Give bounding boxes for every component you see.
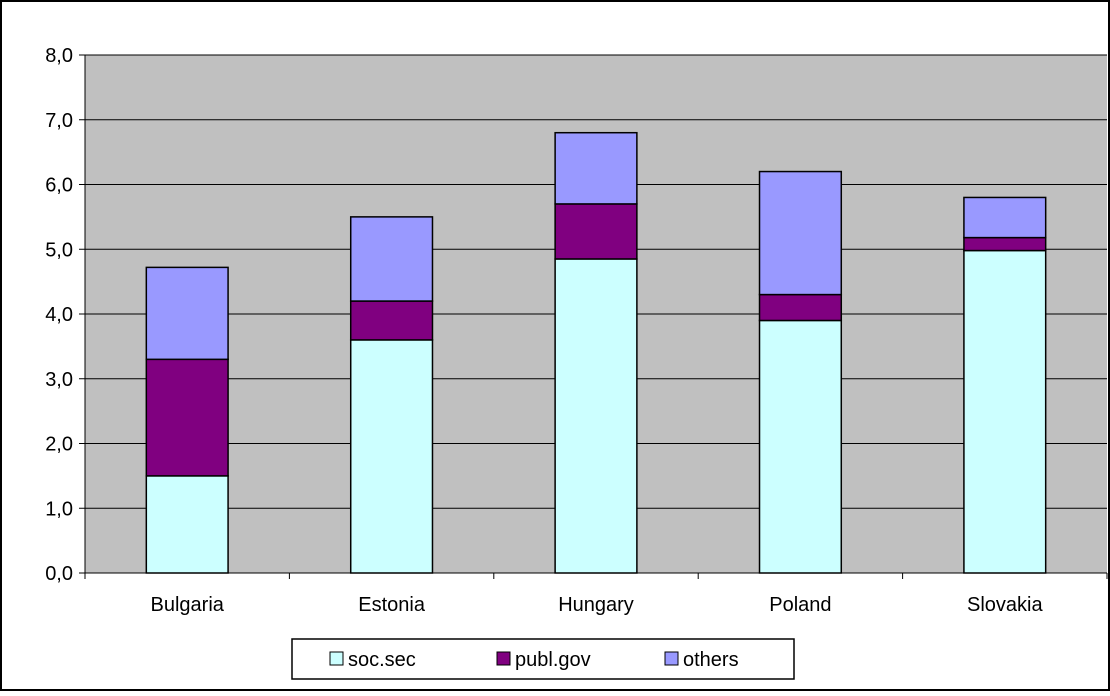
y-tick-label: 5,0 [45, 239, 73, 261]
bar-segment-publ-gov-poland [758, 293, 843, 322]
legend-swatch-others [664, 651, 679, 666]
axes [79, 54, 1108, 579]
y-tick-labels: 0,0 1,0 2,0 3,0 4,0 5,0 6,0 7,0 8,0 [45, 45, 73, 585]
bar-segment-others-slovakia [963, 196, 1047, 239]
bar-segment-publ-gov-slovakia [963, 236, 1047, 252]
category-labels: Bulgaria Estonia Hungary Poland Slovakia [151, 594, 1044, 616]
y-tick-label: 7,0 [45, 110, 73, 132]
legend-swatch-soc-sec [329, 651, 344, 666]
bar-segment-others-poland [758, 170, 843, 296]
y-tick-label: 6,0 [45, 175, 73, 197]
bar-segment-soc-sec-bulgaria [145, 475, 229, 574]
bar-segment-others-bulgaria [145, 266, 229, 361]
legend-label: others [683, 649, 739, 671]
bar-segment-soc-sec-poland [758, 319, 843, 574]
legend-box [291, 638, 795, 680]
bar-segment-publ-gov-hungary [554, 203, 638, 260]
legend-label: publ.gov [515, 649, 591, 671]
category-label: Estonia [358, 594, 426, 616]
legend-label: soc.sec [348, 649, 416, 671]
category-label: Slovakia [967, 594, 1043, 616]
y-tick-label: 8,0 [45, 45, 73, 67]
bar-segment-soc-sec-estonia [349, 339, 434, 574]
y-tick-label: 4,0 [45, 304, 73, 326]
legend: soc.sec publ.gov others [291, 638, 795, 680]
bar-segment-soc-sec-slovakia [963, 249, 1047, 574]
y-tick-label: 0,0 [45, 563, 73, 585]
y-tick-label: 2,0 [45, 434, 73, 456]
bar-segment-publ-gov-bulgaria [145, 358, 229, 477]
bars [145, 131, 1047, 574]
category-label: Hungary [558, 594, 634, 616]
bar-segment-soc-sec-hungary [554, 258, 638, 574]
category-label: Bulgaria [151, 594, 225, 616]
bar-segment-others-estonia [349, 216, 434, 302]
y-tick-label: 3,0 [45, 369, 73, 391]
y-tick-label: 1,0 [45, 498, 73, 520]
category-label: Poland [769, 594, 831, 616]
bar-segment-others-hungary [554, 131, 638, 205]
legend-swatch-publ-gov [496, 651, 511, 666]
bar-segment-publ-gov-estonia [349, 300, 434, 341]
